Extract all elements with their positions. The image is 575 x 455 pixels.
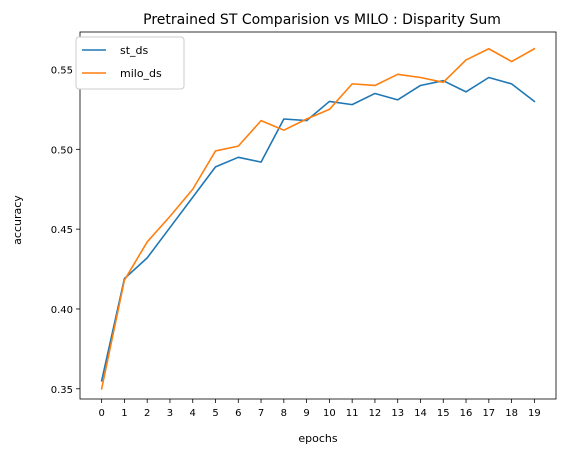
x-tick-label: 12 <box>369 408 382 419</box>
x-tick-label: 0 <box>98 408 104 419</box>
x-tick-label: 9 <box>303 408 309 419</box>
x-tick-label: 13 <box>391 408 404 419</box>
x-tick-label: 17 <box>482 408 495 419</box>
axis-ticks: 0 1 2 3 4 5 6 7 8 9 10 11 12 13 14 15 16 17 18 190.350.400.… <box>51 66 541 419</box>
series-line-st-ds <box>100 76 536 382</box>
x-tick-label: 3 <box>167 408 173 419</box>
x-tick-label: 18 <box>505 408 518 419</box>
y-tick-label: 0.55 <box>51 66 73 77</box>
x-tick-label: 2 <box>144 408 150 419</box>
y-axis-label: accuracy <box>11 195 24 245</box>
y-tick-label: 0.45 <box>51 225 73 236</box>
series-line-milo-ds <box>100 47 536 390</box>
x-tick-label: 10 <box>323 408 336 419</box>
legend-label-milo-ds: milo_ds <box>120 67 162 80</box>
y-tick-label: 0.50 <box>51 145 73 156</box>
x-tick-label: 15 <box>437 408 450 419</box>
x-tick-label: 6 <box>235 408 241 419</box>
legend: st_ds milo_ds <box>75 36 185 90</box>
plot-lines <box>100 47 536 390</box>
x-tick-label: 16 <box>460 408 473 419</box>
x-tick-label: 7 <box>258 408 264 419</box>
x-axis-label: epochs <box>298 432 337 445</box>
y-tick-label: 0.40 <box>51 305 73 316</box>
x-tick-label: 19 <box>528 408 541 419</box>
x-tick-label: 8 <box>281 408 287 419</box>
x-tick-label: 11 <box>346 408 359 419</box>
plot-frame <box>79 31 557 400</box>
chart-title: Pretrained ST Comparision vs MILO : Disp… <box>143 12 501 28</box>
x-tick-label: 14 <box>414 408 427 419</box>
x-tick-label: 5 <box>212 408 218 419</box>
y-tick-label: 0.35 <box>51 385 73 396</box>
x-tick-label: 4 <box>190 408 196 419</box>
legend-label-st-ds: st_ds <box>120 44 149 57</box>
x-tick-label: 1 <box>121 408 127 419</box>
